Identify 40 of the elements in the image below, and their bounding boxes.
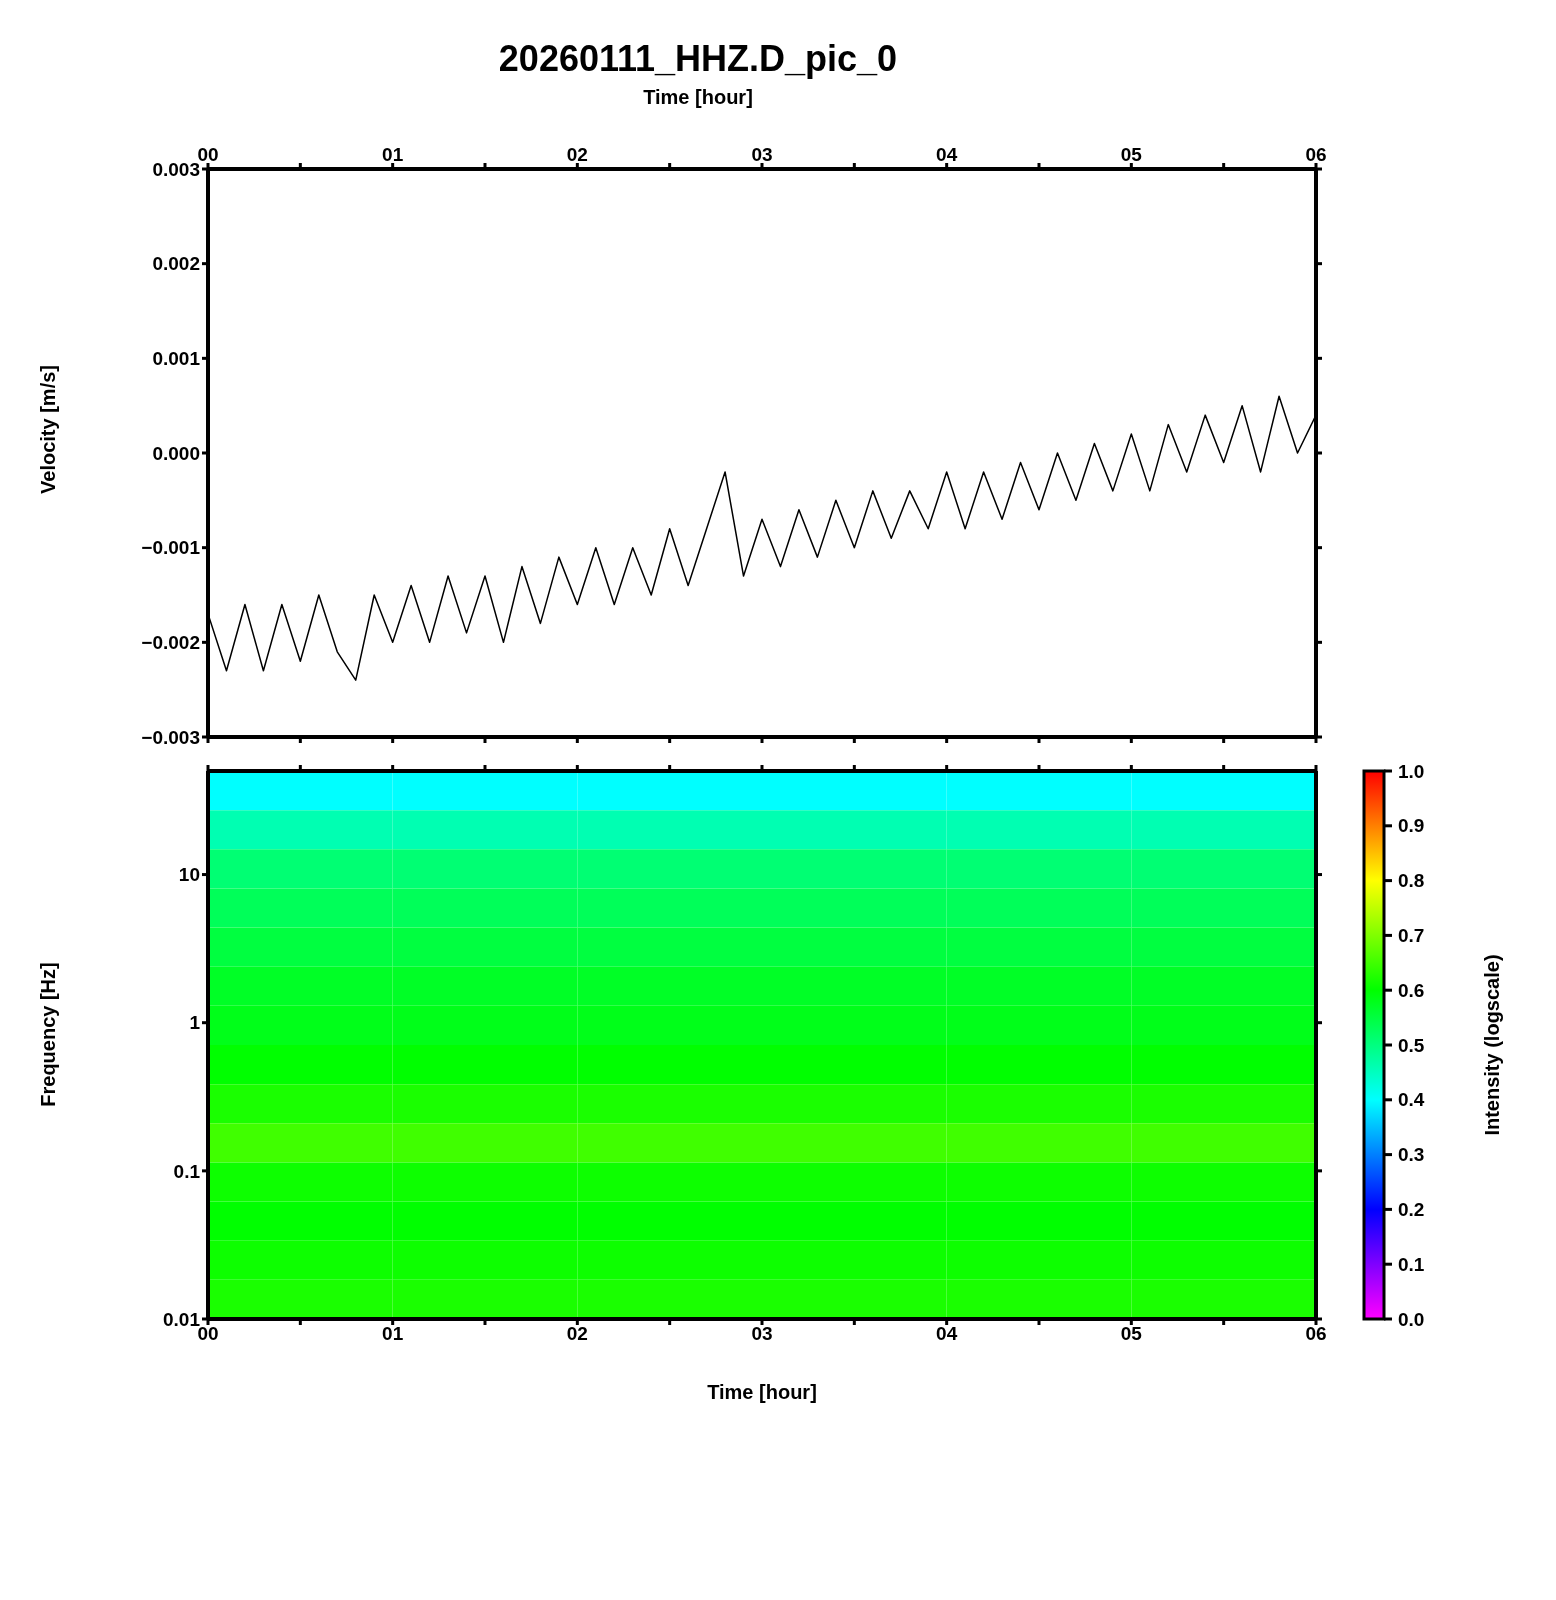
color-bar-label: 0.7 xyxy=(1398,924,1425,946)
x-tick-label: 05 xyxy=(1120,1323,1143,1345)
chart-title: 20260111_HHZ.D_pic_0 xyxy=(497,37,899,80)
y-tick-label: −0.003 xyxy=(141,726,200,748)
y-tick-label: −0.001 xyxy=(141,537,201,559)
color-bar-label: 0.1 xyxy=(1398,1253,1425,1275)
y-tick-label: 0.003 xyxy=(152,158,200,180)
x-tick-label: 02 xyxy=(566,144,588,165)
x-tick-label: 06 xyxy=(1305,144,1327,165)
x-tick-label: 04 xyxy=(936,1323,958,1345)
y-tick-label: 10 xyxy=(178,864,200,886)
x-tick-label: 05 xyxy=(1120,144,1143,165)
color-bar-label: 0.3 xyxy=(1398,1144,1425,1166)
colour-scale: 0.0 0.1 0.2 0.3 0.4 0.5 0.6 0.7 0.8 0.9 1.0 Intensity (logscale) xyxy=(1362,759,1552,1347)
x-tick-label: 03 xyxy=(751,144,773,165)
color-bar-label: 0.8 xyxy=(1398,870,1425,892)
y-tick-label: 0.002 xyxy=(152,253,200,275)
color-bar-label: 1.0 xyxy=(1398,760,1425,782)
y-tick-label: −0.002 xyxy=(141,632,200,654)
x-tick-label: 04 xyxy=(936,144,958,165)
y-tick-label: 1 xyxy=(189,1012,201,1034)
x-tick-label: 01 xyxy=(382,1323,404,1345)
x-axis-title: Time [hour] xyxy=(642,86,754,109)
x-axis-title: Time [hour] xyxy=(707,1381,817,1403)
y-tick-label: 0.001 xyxy=(152,348,201,370)
y-axis-title: Velocity [m/s] xyxy=(36,364,60,494)
x-tick-label: 03 xyxy=(751,1323,773,1345)
x-tick-label: 02 xyxy=(566,1323,588,1345)
x-tick-label: 01 xyxy=(382,144,404,165)
x-tick-label: 06 xyxy=(1305,1323,1327,1345)
color-bar-label: 0.0 xyxy=(1398,1308,1425,1330)
color-bar-label: 0.9 xyxy=(1398,815,1425,837)
color-bar-label: 0.2 xyxy=(1398,1198,1425,1220)
y-tick-label: 0.000 xyxy=(152,442,200,464)
color-bar-label: 0.6 xyxy=(1398,979,1425,1001)
color-bar-label: 0.4 xyxy=(1398,1089,1425,1111)
color-bar-label: 0.5 xyxy=(1398,1034,1425,1056)
y-axis-title: Frequency [Hz] xyxy=(36,961,60,1107)
color-bar-title: Intensity (logscale) xyxy=(1481,954,1503,1136)
y-tick-label: 0.1 xyxy=(173,1160,201,1182)
